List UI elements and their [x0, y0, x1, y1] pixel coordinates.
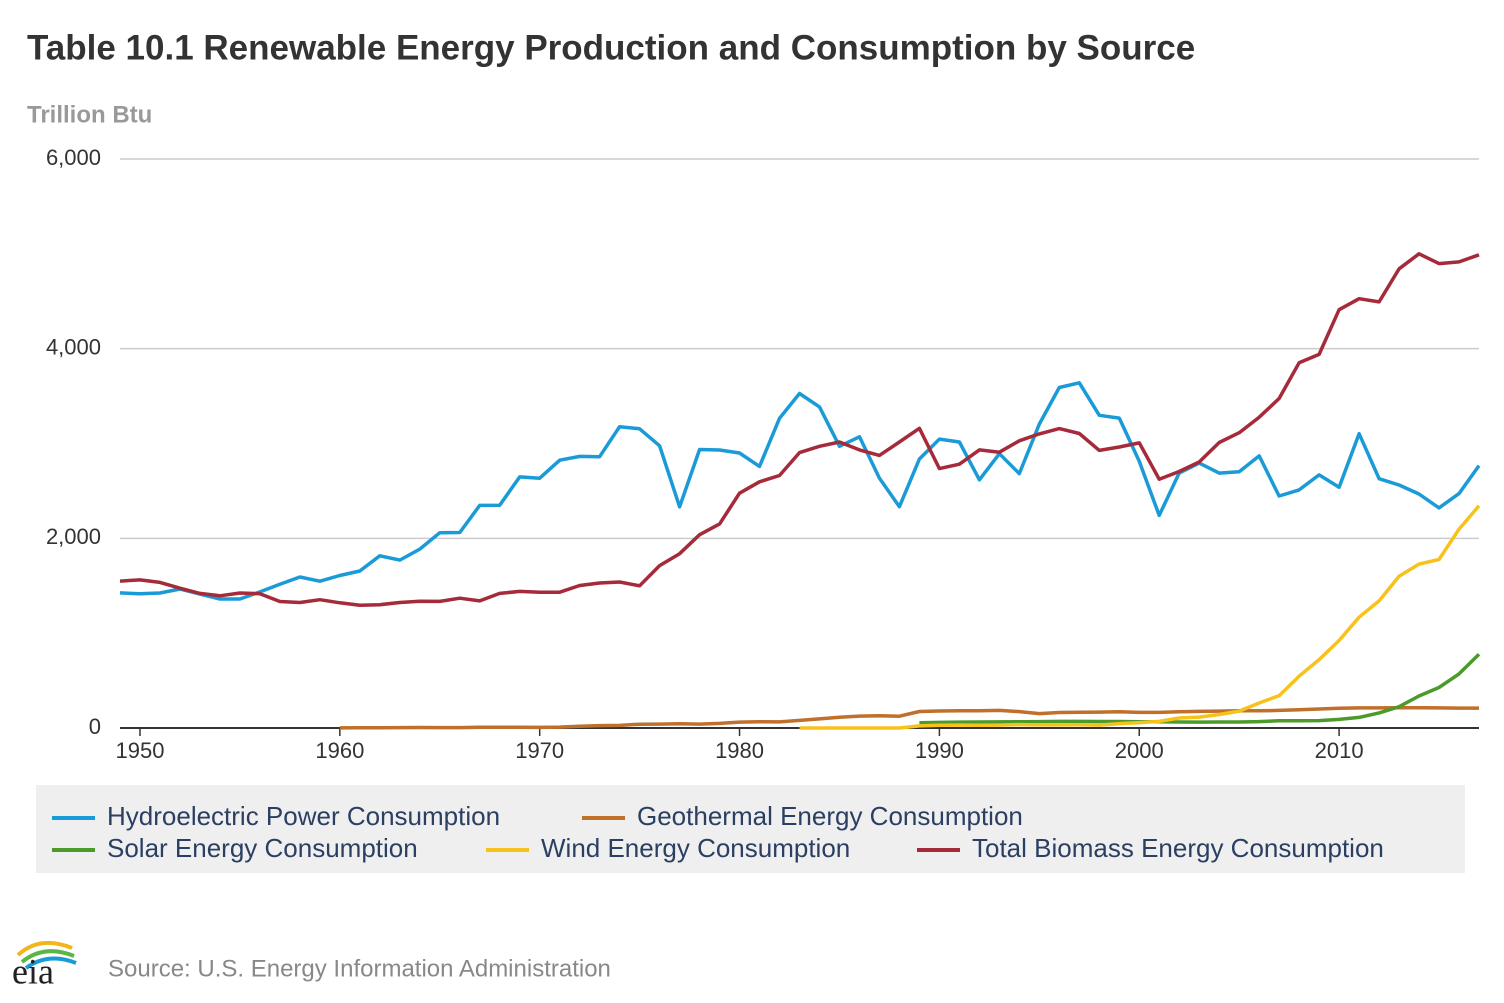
y-tick-label: 2,000: [46, 524, 101, 549]
series-line: [119, 381, 1481, 601]
legend-label: Wind Energy Consumption: [541, 833, 850, 863]
y-tick-label: 4,000: [46, 334, 101, 359]
chart-title: Table 10.1 Renewable Energy Production a…: [27, 28, 1195, 67]
y-tick-label: 0: [89, 714, 101, 739]
legend-label: Hydroelectric Power Consumption: [107, 801, 500, 831]
legend-label: Geothermal Energy Consumption: [637, 801, 1023, 831]
x-tick-label: 1950: [116, 738, 165, 763]
legend-label: Total Biomass Energy Consumption: [972, 833, 1384, 863]
x-tick-label: 2010: [1315, 738, 1364, 763]
logo: eia: [12, 940, 77, 991]
logo-arc: [20, 949, 75, 964]
y-axis-label: Trillion Btu: [27, 101, 152, 128]
x-tick-label: 1960: [315, 738, 364, 763]
series-line: [799, 504, 1481, 730]
logo-arc: [16, 940, 73, 957]
x-tick-label: 2000: [1115, 738, 1164, 763]
x-tick-label: 1990: [915, 738, 964, 763]
logo-arc: [24, 956, 77, 970]
y-tick-label: 6,000: [46, 145, 101, 170]
plot-area: 0 2,000 4,000 6,000 1950 1960 1970 1980 1990 2000…: [46, 145, 1481, 763]
series-line: [119, 252, 1480, 607]
source: Source: U.S. Energy Information Administ…: [108, 955, 611, 982]
series-line: [339, 705, 1479, 730]
x-tick-label: 1970: [515, 738, 564, 763]
legend-label: Solar Energy Consumption: [107, 833, 418, 863]
legend-box: [36, 785, 1465, 873]
logo-text: eia: [12, 951, 54, 991]
series-line: [919, 653, 1481, 725]
x-tick-label: 1980: [715, 738, 764, 763]
